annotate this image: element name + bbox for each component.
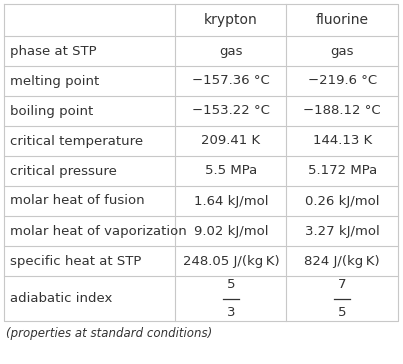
Text: molar heat of vaporization: molar heat of vaporization (10, 225, 187, 237)
Text: critical temperature: critical temperature (10, 135, 143, 147)
Text: 5.172 MPa: 5.172 MPa (307, 165, 377, 178)
Text: −153.22 °C: −153.22 °C (192, 104, 270, 118)
Text: gas: gas (219, 44, 243, 58)
Text: 3.27 kJ/mol: 3.27 kJ/mol (305, 225, 380, 237)
Text: 9.02 kJ/mol: 9.02 kJ/mol (194, 225, 268, 237)
Text: 3: 3 (227, 305, 235, 318)
Text: 209.41 K: 209.41 K (202, 135, 260, 147)
Text: specific heat at STP: specific heat at STP (10, 254, 141, 268)
Text: 5: 5 (227, 278, 235, 292)
Text: (properties at standard conditions): (properties at standard conditions) (6, 327, 212, 340)
Text: 1.64 kJ/mol: 1.64 kJ/mol (194, 194, 268, 207)
Text: 5.5 MPa: 5.5 MPa (205, 165, 257, 178)
Text: 5: 5 (338, 305, 347, 318)
Text: krypton: krypton (204, 13, 258, 27)
Text: molar heat of fusion: molar heat of fusion (10, 194, 145, 207)
Text: −188.12 °C: −188.12 °C (303, 104, 381, 118)
Text: boiling point: boiling point (10, 104, 93, 118)
Text: 248.05 J/(kg K): 248.05 J/(kg K) (183, 254, 279, 268)
Text: 824 J/(kg K): 824 J/(kg K) (304, 254, 380, 268)
Text: phase at STP: phase at STP (10, 44, 97, 58)
Text: gas: gas (330, 44, 354, 58)
Text: adiabatic index: adiabatic index (10, 292, 112, 305)
Text: −219.6 °C: −219.6 °C (307, 75, 377, 87)
Text: melting point: melting point (10, 75, 99, 87)
Text: fluorine: fluorine (316, 13, 369, 27)
Text: −157.36 °C: −157.36 °C (192, 75, 270, 87)
Text: critical pressure: critical pressure (10, 165, 117, 178)
Text: 7: 7 (338, 278, 347, 292)
Text: 0.26 kJ/mol: 0.26 kJ/mol (305, 194, 380, 207)
Text: 144.13 K: 144.13 K (313, 135, 372, 147)
